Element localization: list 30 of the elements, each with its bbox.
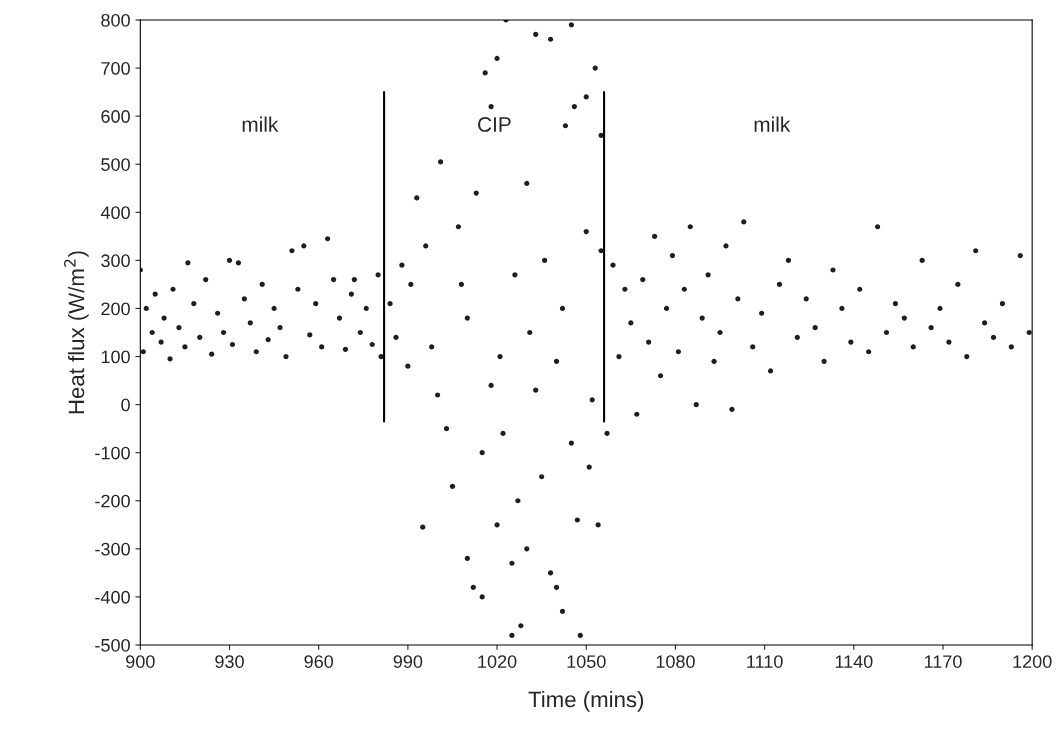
y-axis-title: Heat flux (W/m$^{2}$): [64, 251, 89, 414]
y-tick-label: 200: [101, 302, 130, 316]
y-tick-label: 0: [121, 398, 130, 412]
x-tick-label: 1050: [567, 655, 606, 668]
y-tick-label: 600: [101, 110, 130, 123]
x-tick-label: 930: [215, 655, 244, 668]
x-tick-label: 990: [393, 655, 423, 668]
y-tick-label: 400: [100, 206, 130, 220]
y-tick-label: -200: [95, 494, 130, 508]
x-tick-label: 960: [304, 655, 334, 668]
x-tick-label: 1140: [835, 655, 873, 668]
annotation: milk: [242, 116, 279, 132]
y-tick-label: 100: [101, 350, 130, 364]
annotation: milk: [754, 116, 791, 132]
x-axis-title: Time (mins): [528, 690, 644, 712]
annotation: CIP: [478, 117, 511, 132]
x-tick-label: 1020: [478, 655, 517, 668]
x-tick-label: 1170: [924, 655, 962, 668]
y-tick-label: 800: [101, 13, 130, 27]
x-tick-label: 1200: [1013, 655, 1052, 668]
y-tick-label: 700: [101, 62, 130, 75]
x-tick-label: 1110: [747, 655, 783, 668]
y-tick-label: 500: [101, 158, 130, 171]
y-tick-label: 300: [101, 254, 130, 268]
y-tick-label: -300: [95, 542, 130, 556]
y-tick-label: -100: [95, 446, 130, 460]
x-tick-label: 1080: [656, 655, 695, 668]
y-tick-label: -500: [95, 638, 130, 652]
x-tick-label: 900: [126, 655, 155, 668]
y-tick-label: -400: [95, 590, 130, 604]
